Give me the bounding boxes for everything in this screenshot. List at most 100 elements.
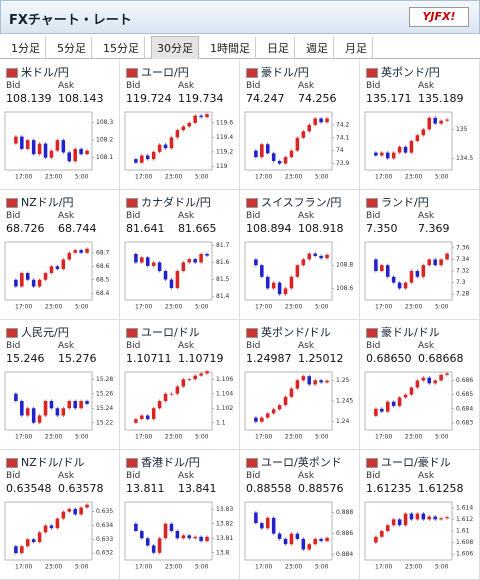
pair-cell[interactable]: ユーロ/英ポンド Bid Ask 0.88558 0.88576 0.884 0.886 0.… (240, 450, 360, 580)
candle (271, 517, 276, 534)
mini-chart: 0.884 0.886 0.888 17:00 23:00 5:00 (244, 501, 353, 571)
candle (265, 413, 270, 418)
candle (265, 276, 270, 289)
candle (181, 535, 186, 539)
ask-label: Ask (298, 211, 315, 221)
tab[interactable]: 30分足 (151, 36, 199, 59)
x-tick-label: 5:00 (435, 174, 449, 181)
mini-chart: 0.683 0.684 0.685 0.686 17:00 23:00 5:00 (364, 371, 473, 441)
pair-label: 豪ドル/ドル (381, 326, 440, 339)
pair-cell[interactable]: カナダドル/円 Bid Ask 81.641 81.665 81.4 81.5 81.6 81.… (120, 190, 240, 320)
plot-frame (244, 371, 333, 431)
candle (140, 415, 144, 420)
candle (445, 119, 449, 121)
candle (319, 118, 323, 123)
logo[interactable]: YJFX! (409, 7, 469, 27)
x-tick-label: 5:00 (195, 564, 209, 571)
pair-cell[interactable]: 豪ドル/ドル Bid Ask 0.68650 0.68668 0.683 0.684 0.68… (360, 320, 480, 450)
ask-value: 108.143 (58, 92, 104, 105)
pair-name: NZドル/円 (6, 194, 73, 210)
candle (85, 248, 89, 253)
pair-label: ユーロ/円 (141, 66, 189, 79)
candle (397, 146, 402, 153)
bid-value: 13.811 (126, 482, 165, 495)
flag-icon (246, 68, 258, 78)
x-tick-label: 23:00 (45, 304, 62, 311)
bid-value: 108.894 (246, 222, 292, 235)
x-tick-label: 5:00 (315, 174, 329, 181)
bid-value: 0.68650 (366, 352, 412, 365)
candle (289, 533, 294, 545)
pair-cell[interactable]: ユーロ/豪ドル Bid Ask 1.61235 1.61258 1.606 1.608 1.6… (360, 450, 480, 580)
candle (31, 140, 36, 155)
candle (49, 266, 54, 274)
candle (193, 115, 197, 123)
ask-label: Ask (298, 81, 315, 91)
candle (145, 257, 150, 266)
y-tick-label: 7.36 (456, 244, 470, 251)
candle (67, 252, 72, 260)
plot-frame (124, 111, 213, 171)
mini-chart: 108.6 108.8 17:00 23:00 5:00 (244, 241, 353, 311)
candle (271, 282, 276, 289)
candle (187, 122, 192, 127)
x-tick-label: 5:00 (435, 564, 449, 571)
plot-frame (124, 371, 213, 431)
flag-icon (6, 458, 18, 468)
candle (319, 380, 323, 383)
pair-cell[interactable]: ユーロ/円 Bid Ask 119.724 119.734 119 119.2 119.4 11… (120, 60, 240, 190)
tab[interactable]: 5分足 (52, 37, 92, 59)
pair-cell[interactable]: 人民元/円 Bid Ask 15.246 15.276 15.22 15.24 15.26 15… (0, 320, 120, 450)
candle (403, 146, 408, 153)
candle (61, 511, 66, 519)
tab[interactable]: 15分足 (98, 37, 145, 59)
candle (205, 371, 209, 374)
candle (20, 546, 24, 554)
tab[interactable]: 1分足 (6, 37, 46, 59)
pair-cell[interactable]: 米ドル/円 Bid Ask 108.139 108.143 108.1 108.2 108.3… (0, 60, 120, 190)
tab[interactable]: 日足 (262, 37, 295, 59)
candle (49, 525, 54, 529)
x-tick-label: 17:00 (255, 434, 272, 441)
y-tick-label: 15.26 (96, 390, 113, 397)
y-tick-label: 1.614 (456, 504, 473, 511)
pair-cell[interactable]: 英ポンド/ドル Bid Ask 1.24987 1.25012 1.24 1.245 1.25… (240, 320, 360, 450)
tab[interactable]: 月足 (340, 37, 373, 59)
pair-cell[interactable]: NZドル/ドル Bid Ask 0.63548 0.63578 0.632 0.633 0.6… (0, 450, 120, 580)
candle (134, 159, 138, 163)
candle (61, 408, 66, 416)
candle (385, 152, 390, 159)
bid-value: 1.24987 (246, 352, 292, 365)
candle (289, 150, 294, 158)
pair-cell[interactable]: 香港ドル/円 Bid Ask 13.811 13.841 13.8 13.81 13.82 13… (120, 450, 240, 580)
mini-chart: 73.9 74 74.1 74.2 17:00 23:00 5:00 (244, 111, 350, 181)
x-tick-label: 23:00 (285, 304, 302, 311)
x-tick-label: 5:00 (315, 564, 329, 571)
candle (403, 394, 408, 398)
ask-value: 0.88576 (298, 482, 344, 495)
candle (374, 536, 378, 543)
candle (25, 408, 30, 416)
flag-icon (126, 328, 138, 338)
pair-cell[interactable]: スイスフラン/円 Bid Ask 108.894 108.918 108.6 108.8 17… (240, 190, 360, 320)
x-tick-label: 23:00 (405, 564, 422, 571)
ask-value: 1.61258 (418, 482, 464, 495)
candle (169, 393, 174, 395)
pair-cell[interactable]: 豪ドル/円 Bid Ask 74.247 74.256 73.9 74 74.1 74.2 17:… (240, 60, 360, 190)
pair-cell[interactable]: ユーロ/ドル Bid Ask 1.10711 1.10719 1.1 1.102 1.104 1… (120, 320, 240, 450)
pair-cell[interactable]: ランド/円 Bid Ask 7.350 7.369 7.28 7.3 7.32 7.34 7.36… (360, 190, 480, 320)
y-tick-label: 0.686 (456, 377, 473, 384)
y-tick-label: 108.2 (96, 137, 113, 144)
candle (163, 523, 168, 539)
candle (175, 531, 180, 539)
pair-cell[interactable]: NZドル/円 Bid Ask 68.726 68.744 68.4 68.5 68.6 68.7… (0, 190, 120, 320)
y-tick-label: 81.5 (216, 276, 230, 283)
pair-cell[interactable]: 英ポンド/円 Bid Ask 135.171 135.189 134.5 135 17:00 2… (360, 60, 480, 190)
ask-label: Ask (178, 211, 195, 221)
bid-value: 135.171 (366, 92, 412, 105)
y-tick-label: 73.9 (336, 160, 350, 167)
x-tick-label: 23:00 (45, 434, 62, 441)
tab[interactable]: 1時間足 (205, 37, 256, 59)
tab[interactable]: 週足 (301, 37, 334, 59)
candle (85, 150, 89, 155)
